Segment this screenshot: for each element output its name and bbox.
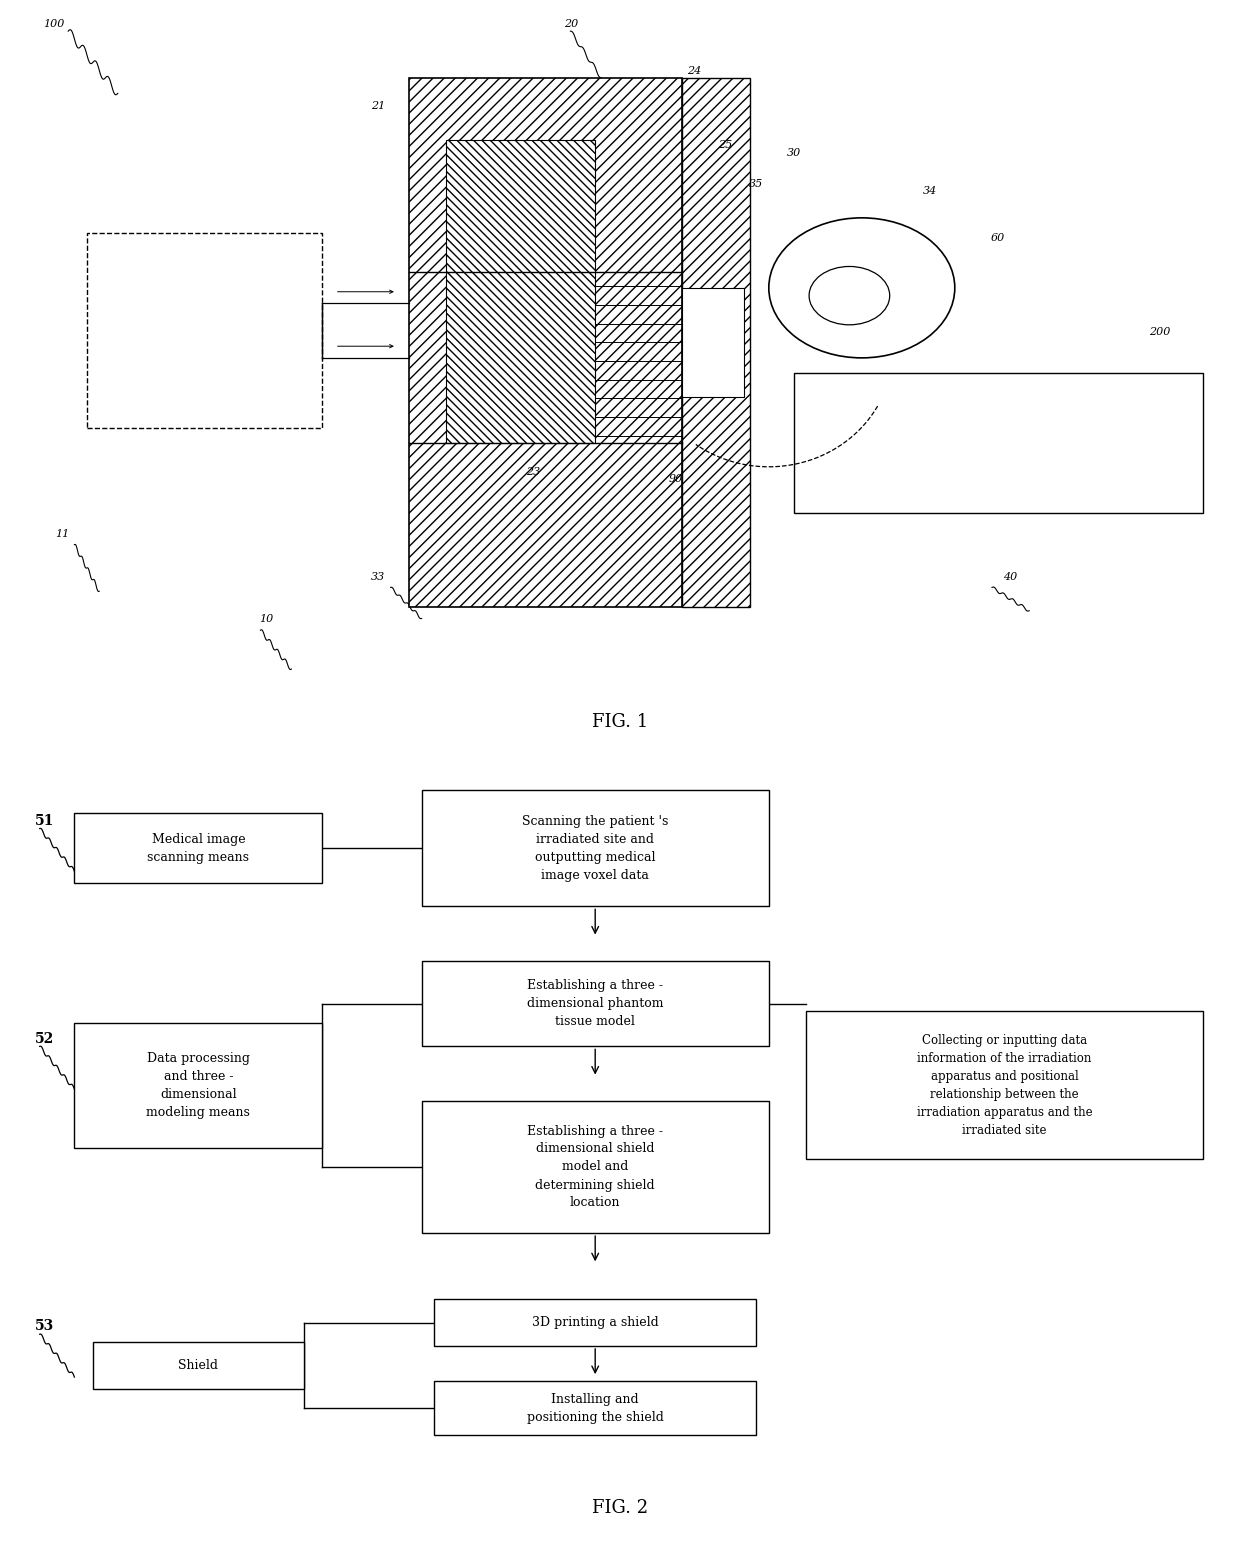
Bar [74,1024,322,1148]
Text: 10: 10 [259,615,274,624]
Text: p: p [449,330,456,341]
Text: Collecting or inputting data
information of the irradiation
apparatus and positi: Collecting or inputting data information… [916,1033,1092,1137]
Text: 25: 25 [718,140,733,149]
Bar [806,1011,1203,1159]
Text: 53: 53 [35,1319,55,1333]
Bar [434,1382,756,1435]
Bar [422,1102,769,1232]
Text: Data processing
and three -
dimensional
modeling means: Data processing and three - dimensional … [146,1052,250,1119]
Text: Establishing a three -
dimensional phantom
tissue model: Establishing a three - dimensional phant… [527,979,663,1029]
Text: Scanning the patient 's
irradiated site and
outputting medical
image voxel data: Scanning the patient 's irradiated site … [522,814,668,882]
Bar [409,78,682,607]
Text: 90: 90 [668,475,683,484]
Ellipse shape [808,266,889,325]
Text: 60: 60 [991,233,1006,243]
Bar [93,1341,304,1388]
Text: 20: 20 [564,19,578,30]
Bar [682,78,750,607]
Text: 22: 22 [495,280,510,289]
Text: FIG. 2: FIG. 2 [591,1498,649,1517]
Text: 52: 52 [35,1032,55,1046]
Text: Establishing a three -
dimensional shield
model and
determining shield
location: Establishing a three - dimensional shiel… [527,1125,663,1209]
Text: 51: 51 [35,814,55,828]
Text: 33: 33 [371,571,386,582]
Bar [422,789,769,906]
Text: 24: 24 [687,65,702,76]
Ellipse shape [769,218,955,358]
Text: 40: 40 [1003,571,1018,582]
Bar [87,233,322,428]
Text: 100: 100 [43,19,64,30]
Text: Medical image
scanning means: Medical image scanning means [148,832,249,864]
Text: 200: 200 [1148,327,1171,336]
Text: Shield: Shield [179,1358,218,1372]
Text: 21: 21 [371,101,386,110]
Bar [446,140,595,443]
Text: 35: 35 [749,179,764,188]
Bar [422,960,769,1046]
Bar [434,1299,756,1346]
Text: 3D printing a shield: 3D printing a shield [532,1316,658,1329]
Text: FIG. 1: FIG. 1 [591,713,649,731]
Text: Installing and
positioning the shield: Installing and positioning the shield [527,1393,663,1424]
Bar [794,373,1203,513]
Text: 30: 30 [786,148,801,157]
Text: 23: 23 [526,467,541,476]
Bar [682,288,744,397]
Text: 34: 34 [923,187,937,196]
Bar [74,812,322,882]
Text: 11: 11 [55,529,69,538]
